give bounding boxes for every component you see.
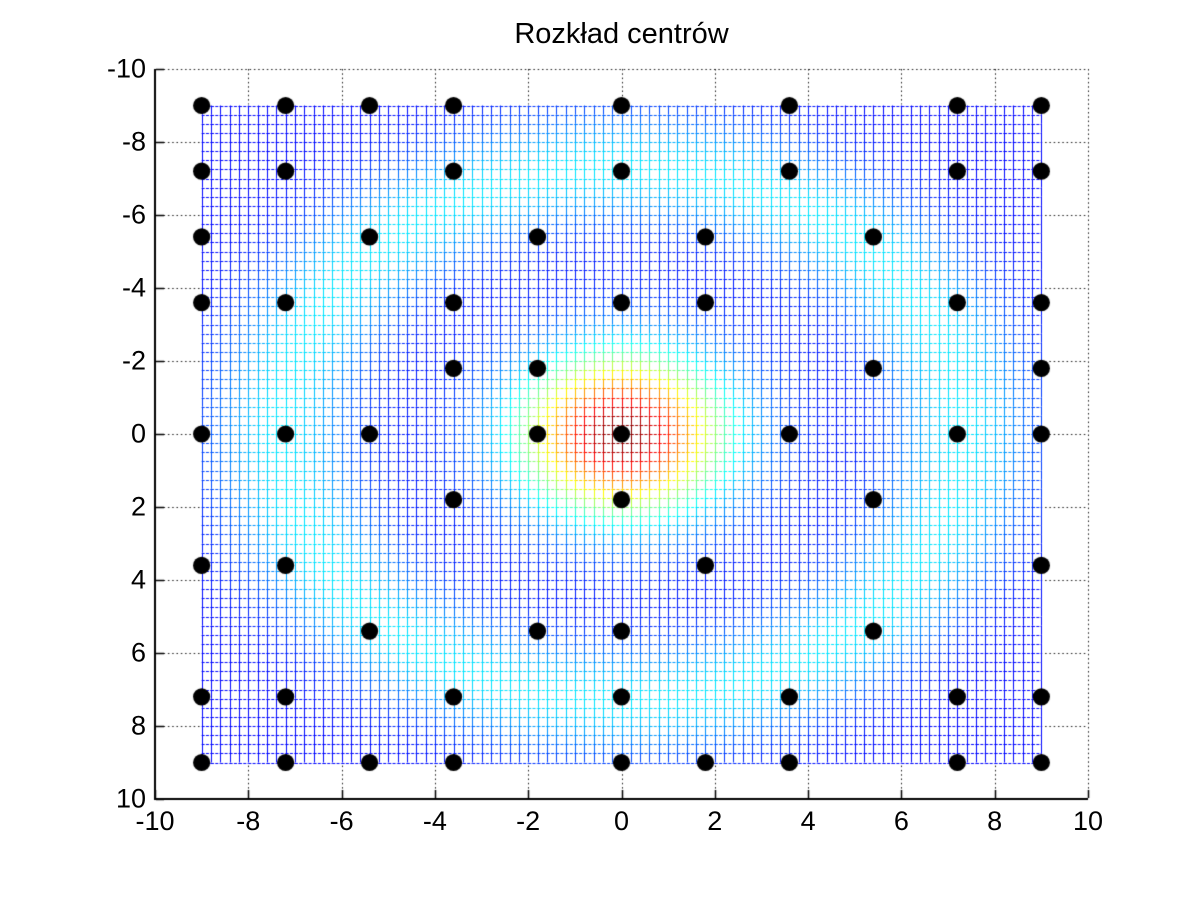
x-tick-label: 0 <box>613 806 630 836</box>
plot-title: Rozkład centrów <box>514 18 729 50</box>
x-tick-label: -2 <box>516 806 541 836</box>
y-tick-label: 6 <box>130 637 146 668</box>
y-tick-label: 4 <box>130 564 146 595</box>
y-tick-label: -8 <box>121 126 146 157</box>
x-tick-label: -10 <box>135 806 175 836</box>
y-tick-label: -10 <box>106 53 146 84</box>
x-tick-label: 8 <box>987 806 1003 836</box>
y-tick-label: 2 <box>130 491 146 522</box>
x-tick-label: 2 <box>707 806 723 836</box>
y-tick-label: 0 <box>130 418 146 449</box>
y-tick-label: 8 <box>130 710 146 741</box>
x-tick-label: -4 <box>422 806 447 836</box>
x-tick-label: -8 <box>236 806 261 836</box>
x-tick-label: 4 <box>800 806 816 836</box>
y-tick-label: -4 <box>121 272 146 303</box>
x-tick-label: 10 <box>1072 806 1104 836</box>
y-tick-label: -2 <box>121 345 146 376</box>
y-tick-label: -6 <box>121 199 146 230</box>
x-tick-label: 6 <box>893 806 909 836</box>
x-tick-label: -6 <box>329 806 354 836</box>
y-tick-label: 10 <box>115 783 146 814</box>
